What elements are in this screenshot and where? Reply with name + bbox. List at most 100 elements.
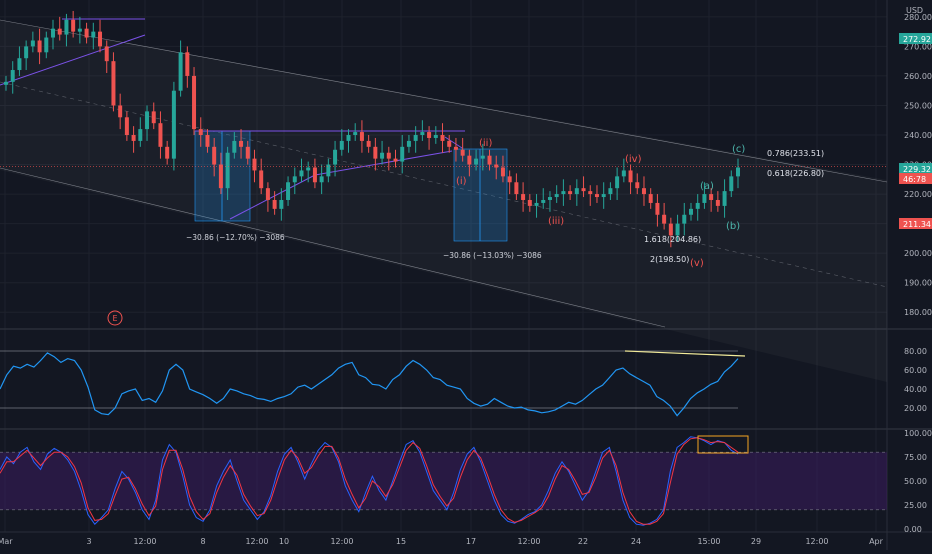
price-tag-text: 272.92 bbox=[903, 35, 931, 44]
candle-body bbox=[615, 176, 620, 189]
time-tick-label: 12:00 bbox=[133, 537, 156, 546]
candle-body bbox=[151, 111, 156, 124]
candle bbox=[447, 135, 452, 153]
candle-body bbox=[124, 117, 129, 136]
price-tag-bg bbox=[899, 173, 932, 184]
candle-body bbox=[534, 202, 539, 206]
candle bbox=[239, 129, 244, 159]
time-tick-label: 12:00 bbox=[245, 537, 268, 546]
candle-body bbox=[406, 140, 411, 147]
candle-body bbox=[171, 90, 176, 159]
stoch-highlight-box bbox=[697, 435, 749, 454]
price-tick-label: 260.00 bbox=[904, 72, 932, 81]
time-tick-label: 15:00 bbox=[697, 537, 720, 546]
candle-body bbox=[500, 167, 505, 177]
candle bbox=[527, 194, 532, 212]
candle-body bbox=[648, 194, 653, 203]
candle-body bbox=[507, 176, 512, 183]
candle bbox=[494, 155, 499, 180]
candle-body bbox=[729, 176, 734, 192]
candle bbox=[521, 182, 526, 212]
candle bbox=[353, 123, 358, 141]
candle-body bbox=[57, 28, 62, 35]
price-tag-text: 211.34 bbox=[903, 220, 931, 229]
candle-body bbox=[527, 199, 532, 206]
candle bbox=[205, 129, 210, 153]
trendline bbox=[0, 34, 146, 86]
measure-label-1: −30.86 (−12.70%) −3086 bbox=[186, 233, 285, 242]
candle bbox=[547, 191, 552, 212]
candle-body bbox=[702, 194, 707, 203]
candle-body bbox=[574, 188, 579, 195]
trendlines bbox=[0, 18, 465, 220]
candle-body bbox=[474, 158, 479, 165]
candle bbox=[124, 111, 129, 141]
candle-body bbox=[178, 52, 183, 91]
candle bbox=[487, 149, 492, 171]
candle bbox=[118, 93, 123, 130]
candle-body bbox=[668, 223, 673, 236]
candle-body bbox=[272, 199, 277, 209]
candle bbox=[413, 126, 418, 153]
candle bbox=[702, 182, 707, 209]
candle bbox=[44, 31, 49, 59]
candle-body bbox=[17, 58, 22, 71]
candle bbox=[326, 158, 331, 183]
candle bbox=[286, 176, 291, 206]
candle bbox=[608, 182, 613, 200]
candle bbox=[380, 140, 385, 165]
candle-body bbox=[10, 70, 15, 82]
candle-body bbox=[695, 202, 700, 209]
candle bbox=[71, 10, 76, 38]
price-tag: 272.92 bbox=[899, 33, 932, 44]
time-tick-label: 22 bbox=[578, 537, 588, 546]
candle-body bbox=[30, 40, 35, 47]
candle-body bbox=[453, 146, 458, 150]
candle bbox=[165, 140, 170, 165]
candle bbox=[218, 152, 223, 195]
price-tick-label: 240.00 bbox=[904, 131, 932, 140]
candle-body bbox=[24, 46, 29, 59]
regression-channel bbox=[0, 19, 888, 328]
stoch-k-line bbox=[0, 436, 739, 526]
candle bbox=[37, 28, 42, 65]
price-tag: 211.34 bbox=[899, 218, 932, 229]
price-tick-label: 280.00 bbox=[904, 13, 932, 22]
candle-body bbox=[292, 176, 297, 183]
candle-body bbox=[413, 135, 418, 141]
time-axis: Mar 3 12:00 8 12:00 10 12:00 15 17 12:00 22 24 15:00… bbox=[0, 537, 884, 546]
candle-body bbox=[225, 152, 230, 189]
candle bbox=[212, 137, 217, 177]
candle-body bbox=[333, 149, 338, 165]
candle bbox=[245, 140, 250, 165]
candle-body bbox=[51, 28, 56, 38]
candle bbox=[10, 61, 15, 94]
candle-body bbox=[104, 46, 109, 62]
candle bbox=[171, 81, 176, 171]
candle bbox=[574, 179, 579, 206]
candle bbox=[500, 155, 505, 183]
candle bbox=[225, 146, 230, 200]
candle bbox=[30, 31, 35, 53]
candle-body bbox=[688, 208, 693, 215]
candle bbox=[359, 120, 364, 153]
candle-body bbox=[601, 194, 606, 198]
candle-body bbox=[460, 149, 465, 156]
candle bbox=[312, 158, 317, 189]
event-marker-label: E bbox=[112, 314, 117, 323]
candle bbox=[151, 102, 156, 130]
candle-body bbox=[232, 140, 237, 153]
price-axis: 180.00190.00200.00210.00220.00230.00240.… bbox=[899, 6, 932, 317]
rsi-tick-label: 80.00 bbox=[904, 347, 927, 356]
candle-body bbox=[709, 194, 714, 200]
candle bbox=[601, 182, 606, 209]
candle-body bbox=[158, 123, 163, 147]
candle-body bbox=[736, 167, 740, 177]
candle-body bbox=[547, 197, 552, 200]
candle bbox=[427, 126, 432, 150]
candle-body bbox=[111, 61, 116, 106]
time-tick-label: 10 bbox=[279, 537, 289, 546]
candle-body bbox=[259, 170, 264, 189]
candle bbox=[655, 194, 660, 227]
